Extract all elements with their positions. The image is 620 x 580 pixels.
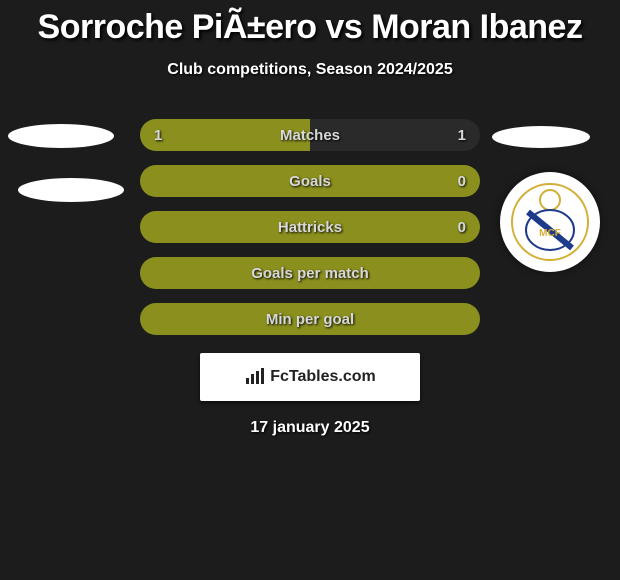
stat-value-right: 0 [458,173,466,190]
svg-text:MCF: MCF [539,228,561,239]
date-line: 17 january 2025 [0,419,620,437]
stat-label: Hattricks [278,219,342,236]
stat-value-right: 1 [458,127,466,144]
stat-label: Matches [280,127,340,144]
bars-icon [244,368,266,386]
ellipse-deco-left-1 [8,124,114,148]
ellipse-deco-left-2 [18,178,124,202]
stat-label: Goals [289,173,331,190]
page-title: Sorroche PiÃ±ero vs Moran Ibanez [0,0,620,47]
brand-box: FcTables.com [200,353,420,401]
stat-label: Goals per match [251,265,369,282]
stat-value-right: 0 [458,219,466,236]
stat-bar: Hattricks 0 [140,211,480,243]
stat-bar: 1 Matches 1 [140,119,480,151]
stat-bar: Goals 0 [140,165,480,197]
stat-bar: Goals per match [140,257,480,289]
subtitle: Club competitions, Season 2024/2025 [0,61,620,79]
stat-value-left: 1 [154,127,162,144]
stat-label: Min per goal [266,311,354,328]
club-crest: MCF [500,172,600,272]
stat-bar: Min per goal [140,303,480,335]
brand-label: FcTables.com [270,368,376,386]
ellipse-deco-right-1 [492,126,590,148]
crest-svg: MCF [510,182,590,262]
